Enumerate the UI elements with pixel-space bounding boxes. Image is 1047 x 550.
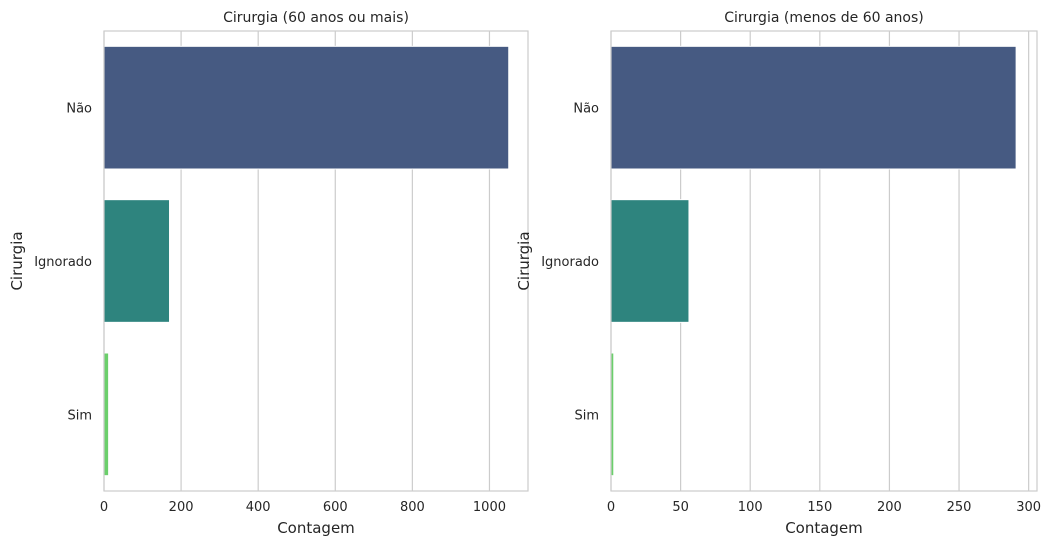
xtick-label-left-3: 600 xyxy=(323,500,348,515)
xtick-label-left-4: 800 xyxy=(400,500,425,515)
axes-frame-right xyxy=(610,30,1038,492)
xtick-label-right-5: 250 xyxy=(947,500,972,515)
xtick-label-right-1: 50 xyxy=(672,500,689,515)
ytick-label-right-0: Não xyxy=(573,102,599,117)
axes-frame-left xyxy=(103,30,529,492)
xtick-label-left-1: 200 xyxy=(169,500,194,515)
ytick-label-left-2: Sim xyxy=(67,408,92,423)
y-axis-label-left: Cirurgia xyxy=(8,231,26,290)
chart-panel-right: Não Ignorado Sim 0 50 100 150 200 250 300 Cirurgia… xyxy=(515,10,1041,537)
xtick-label-right-3: 150 xyxy=(807,500,832,515)
bar-left-0 xyxy=(103,45,510,170)
x-axis-label-right: Contagem xyxy=(785,519,863,537)
ytick-label-right-2: Sim xyxy=(574,408,599,423)
xtick-label-right-6: 300 xyxy=(1016,500,1041,515)
xtick-label-left-0: 0 xyxy=(100,500,108,515)
ytick-label-left-0: Não xyxy=(66,102,92,117)
xtick-label-right-4: 200 xyxy=(877,500,902,515)
xtick-label-left-5: 1000 xyxy=(473,500,506,515)
chart-panel-left: Não Ignorado Sim 0 200 400 600 800 1000 Cirurgia … xyxy=(8,10,529,537)
chart-title-left: Cirurgia (60 anos ou mais) xyxy=(223,10,409,26)
bar-left-2 xyxy=(103,352,110,477)
y-axis-label-right: Cirurgia xyxy=(515,231,533,290)
bar-right-0 xyxy=(610,45,1017,170)
chart-title-right: Cirurgia (menos de 60 anos) xyxy=(724,10,924,26)
xtick-label-right-0: 0 xyxy=(607,500,615,515)
bar-right-1 xyxy=(610,199,690,323)
bar-left-1 xyxy=(103,199,171,323)
xtick-label-left-2: 400 xyxy=(246,500,271,515)
ytick-label-right-1: Ignorado xyxy=(541,255,599,270)
xtick-label-right-2: 100 xyxy=(738,500,763,515)
ytick-label-left-1: Ignorado xyxy=(34,255,92,270)
x-axis-label-left: Contagem xyxy=(277,519,355,537)
